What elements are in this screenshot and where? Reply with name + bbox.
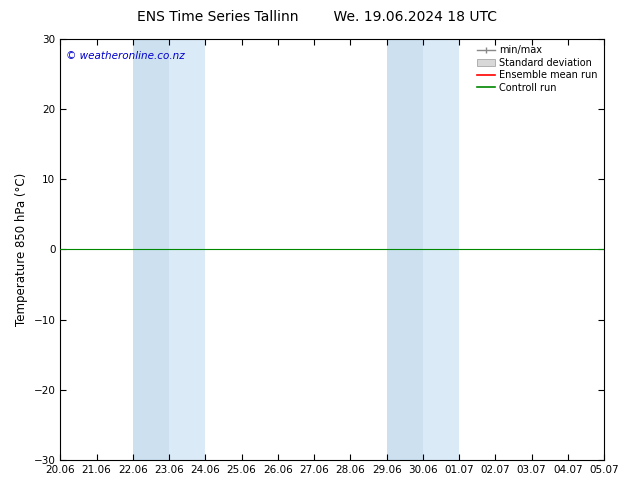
Text: ENS Time Series Tallinn        We. 19.06.2024 18 UTC: ENS Time Series Tallinn We. 19.06.2024 1… [137, 10, 497, 24]
Y-axis label: Temperature 850 hPa (°C): Temperature 850 hPa (°C) [15, 173, 28, 326]
Bar [169, 39, 205, 460]
Bar [387, 39, 423, 460]
Bar [423, 39, 459, 460]
Text: © weatheronline.co.nz: © weatheronline.co.nz [66, 51, 184, 61]
Legend: min/max, Standard deviation, Ensemble mean run, Controll run: min/max, Standard deviation, Ensemble me… [476, 44, 599, 95]
Bar [133, 39, 169, 460]
